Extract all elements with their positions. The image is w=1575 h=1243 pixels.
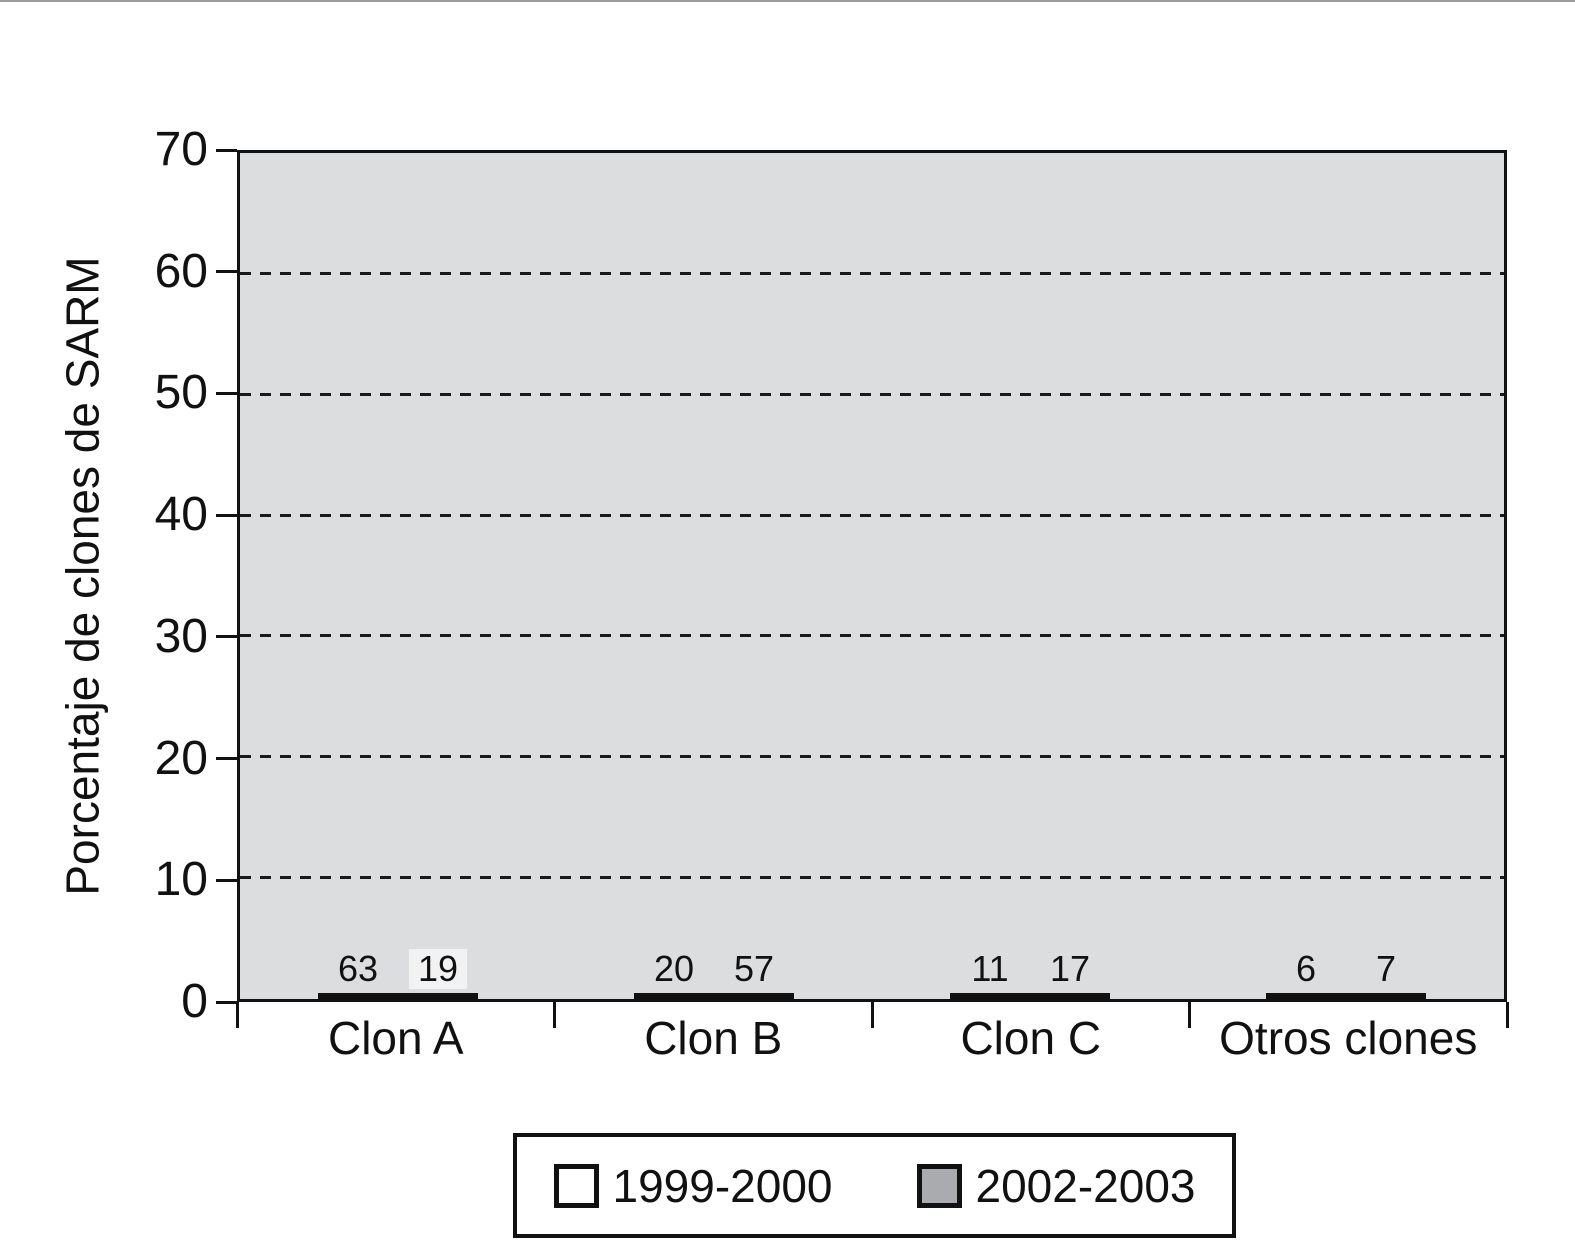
bar-clon-b-1999-2000 bbox=[634, 993, 714, 999]
value-label-clon-b-1999-2000: 20 bbox=[653, 948, 695, 989]
bar-group-clon-c: 11 17 bbox=[872, 153, 1188, 999]
x-axis-labels: Clon A Clon B Clon C Otros clones bbox=[237, 1012, 1507, 1064]
y-tick-mark-20 bbox=[216, 757, 237, 761]
x-tick-mark-3 bbox=[1188, 1002, 1191, 1028]
y-tick-mark-10 bbox=[216, 878, 237, 882]
gridline-20 bbox=[240, 755, 1504, 759]
legend: 1999-2000 2002-2003 bbox=[513, 1133, 1236, 1238]
bar-wrap: 63 bbox=[318, 949, 398, 999]
legend-entry-2002-2003: 2002-2003 bbox=[916, 1159, 1196, 1213]
y-tick-mark-50 bbox=[216, 391, 237, 395]
bar-group-clon-b: 20 57 bbox=[556, 153, 872, 999]
legend-entry-1999-2000: 1999-2000 bbox=[553, 1159, 833, 1213]
y-tick-mark-70 bbox=[216, 148, 237, 152]
y-tick-label-60: 60 bbox=[154, 244, 208, 298]
bar-group-clon-a: 63 19 bbox=[240, 153, 556, 999]
value-label-clon-a-2002-2003: 19 bbox=[408, 949, 468, 989]
y-tick-mark-40 bbox=[216, 513, 237, 517]
x-tick-mark-0 bbox=[235, 1002, 239, 1028]
value-label-clon-c-2002-2003: 17 bbox=[1049, 948, 1091, 989]
bar-clon-a-2002-2003 bbox=[398, 993, 478, 999]
bar-otros-1999-2000 bbox=[1266, 993, 1346, 999]
bar-wrap: 57 bbox=[714, 949, 794, 999]
bar-groups: 63 19 20 57 11 bbox=[240, 153, 1504, 999]
gridline-50 bbox=[240, 392, 1504, 396]
y-tick-mark-0 bbox=[216, 1000, 237, 1004]
x-label-clon-c: Clon C bbox=[960, 1012, 1102, 1064]
bar-wrap: 19 bbox=[398, 949, 478, 999]
x-label-otros-clones: Otros clones bbox=[1219, 1012, 1478, 1064]
value-label-clon-a-1999-2000: 63 bbox=[337, 948, 379, 989]
value-label-otros-2002-2003: 7 bbox=[1375, 948, 1397, 989]
gridline-60 bbox=[240, 271, 1504, 275]
bar-clon-c-2002-2003 bbox=[1030, 993, 1110, 999]
value-label-clon-b-2002-2003: 57 bbox=[733, 948, 775, 989]
top-rule bbox=[0, 0, 1575, 2]
x-label-clon-b: Clon B bbox=[644, 1012, 783, 1064]
bar-clon-c-1999-2000 bbox=[950, 993, 1030, 999]
x-tick-mark-4 bbox=[1505, 1002, 1509, 1028]
bar-wrap: 20 bbox=[634, 949, 714, 999]
x-tick-mark-1 bbox=[553, 1002, 556, 1028]
y-tick-label-10: 10 bbox=[154, 853, 208, 907]
gridline-30 bbox=[240, 634, 1504, 638]
value-label-clon-c-1999-2000: 11 bbox=[971, 948, 1009, 989]
plot-area: 63 19 20 57 11 bbox=[237, 150, 1507, 1002]
legend-swatch-1999-2000 bbox=[553, 1163, 599, 1208]
legend-label-2002-2003: 2002-2003 bbox=[975, 1159, 1196, 1212]
bar-wrap: 17 bbox=[1030, 949, 1110, 999]
value-label-otros-1999-2000: 6 bbox=[1295, 948, 1317, 989]
gridline-10 bbox=[240, 876, 1504, 880]
y-tick-label-70: 70 bbox=[154, 123, 208, 176]
bar-wrap: 11 bbox=[950, 949, 1030, 999]
bar-otros-2002-2003 bbox=[1346, 993, 1426, 999]
x-label-clon-a: Clon A bbox=[327, 1012, 464, 1064]
y-tick-label-40: 40 bbox=[154, 488, 208, 542]
bar-clon-a-1999-2000 bbox=[318, 993, 398, 999]
bar-group-otros-clones: 6 7 bbox=[1188, 153, 1504, 999]
bar-clon-b-2002-2003 bbox=[714, 993, 794, 999]
y-tick-label-20: 20 bbox=[154, 731, 208, 785]
bar-wrap: 7 bbox=[1346, 949, 1426, 999]
y-tick-mark-30 bbox=[216, 635, 237, 639]
y-tick-label-50: 50 bbox=[154, 366, 208, 420]
y-tick-label-0: 0 bbox=[181, 975, 208, 1028]
legend-swatch-2002-2003 bbox=[916, 1163, 962, 1208]
y-axis-title-text: Porcentaje de clones de SARM bbox=[57, 256, 109, 896]
y-tick-label-30: 30 bbox=[154, 609, 208, 663]
gridline-40 bbox=[240, 513, 1504, 517]
x-tick-mark-2 bbox=[870, 1002, 874, 1028]
bar-wrap: 6 bbox=[1266, 949, 1346, 999]
legend-label-1999-2000: 1999-2000 bbox=[612, 1159, 833, 1212]
y-tick-mark-60 bbox=[216, 270, 237, 274]
